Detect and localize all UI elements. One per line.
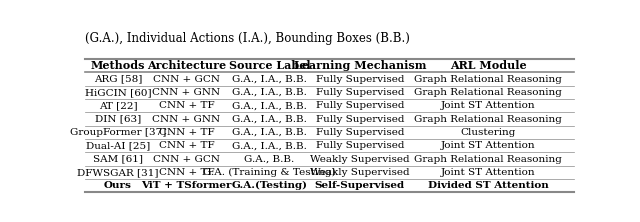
Text: ARG [58]: ARG [58] [93, 75, 142, 84]
Text: Weakly Supervised: Weakly Supervised [310, 168, 410, 177]
Text: Graph Relational Reasoning: Graph Relational Reasoning [414, 88, 562, 97]
Text: Architecture: Architecture [147, 60, 226, 71]
Text: HiGCIN [60]: HiGCIN [60] [84, 88, 151, 97]
Text: Clustering: Clustering [460, 128, 516, 137]
Text: Joint ST Attention: Joint ST Attention [441, 101, 535, 110]
Text: CNN + TF: CNN + TF [159, 168, 214, 177]
Text: Graph Relational Reasoning: Graph Relational Reasoning [414, 75, 562, 84]
Text: Source Label: Source Label [228, 60, 310, 71]
Text: Joint ST Attention: Joint ST Attention [441, 141, 535, 150]
Text: G.A., B.B.: G.A., B.B. [244, 155, 294, 164]
Text: CNN + GCN: CNN + GCN [153, 75, 220, 84]
Text: Methods: Methods [91, 60, 145, 71]
Text: Weakly Supervised: Weakly Supervised [310, 155, 410, 164]
Text: G.A.(Testing): G.A.(Testing) [232, 181, 307, 190]
Text: Learning Mechanism: Learning Mechanism [294, 60, 426, 71]
Text: Fully Supervised: Fully Supervised [316, 115, 404, 124]
Text: G.A., I.A., B.B.: G.A., I.A., B.B. [232, 115, 307, 124]
Text: CNN + TF: CNN + TF [159, 128, 214, 137]
Text: Ours: Ours [104, 181, 132, 190]
Text: SAM [61]: SAM [61] [93, 155, 143, 164]
Text: G.A., I.A., B.B.: G.A., I.A., B.B. [232, 128, 307, 137]
Text: Graph Relational Reasoning: Graph Relational Reasoning [414, 155, 562, 164]
Text: Fully Supervised: Fully Supervised [316, 101, 404, 110]
Text: Self-Supervised: Self-Supervised [315, 181, 405, 190]
Text: Graph Relational Reasoning: Graph Relational Reasoning [414, 115, 562, 124]
Text: CNN + GCN: CNN + GCN [153, 155, 220, 164]
Text: G.A., I.A., B.B.: G.A., I.A., B.B. [232, 88, 307, 97]
Text: Dual-AI [25]: Dual-AI [25] [86, 141, 150, 150]
Text: ViT + TSformer: ViT + TSformer [141, 181, 232, 190]
Text: ARL Module: ARL Module [450, 60, 526, 71]
Text: GroupFormer [37]: GroupFormer [37] [70, 128, 166, 137]
Text: G.A., I.A., B.B.: G.A., I.A., B.B. [232, 75, 307, 84]
Text: (G.A.), Individual Actions (I.A.), Bounding Boxes (B.B.): (G.A.), Individual Actions (I.A.), Bound… [85, 32, 410, 45]
Text: DFWSGAR [31]: DFWSGAR [31] [77, 168, 159, 177]
Text: Joint ST Attention: Joint ST Attention [441, 168, 535, 177]
Text: CNN + GNN: CNN + GNN [152, 88, 220, 97]
Text: CNN + TF: CNN + TF [159, 101, 214, 110]
Text: Fully Supervised: Fully Supervised [316, 75, 404, 84]
Text: Fully Supervised: Fully Supervised [316, 128, 404, 137]
Text: DIN [63]: DIN [63] [95, 115, 141, 124]
Text: Divided ST Attention: Divided ST Attention [428, 181, 548, 190]
Text: Fully Supervised: Fully Supervised [316, 88, 404, 97]
Text: Fully Supervised: Fully Supervised [316, 141, 404, 150]
Text: CNN + GNN: CNN + GNN [152, 115, 220, 124]
Text: G.A., I.A., B.B.: G.A., I.A., B.B. [232, 101, 307, 110]
Text: G.A. (Training & Testing): G.A. (Training & Testing) [203, 168, 336, 177]
Text: CNN + TF: CNN + TF [159, 141, 214, 150]
Text: AT [22]: AT [22] [99, 101, 137, 110]
Text: G.A., I.A., B.B.: G.A., I.A., B.B. [232, 141, 307, 150]
